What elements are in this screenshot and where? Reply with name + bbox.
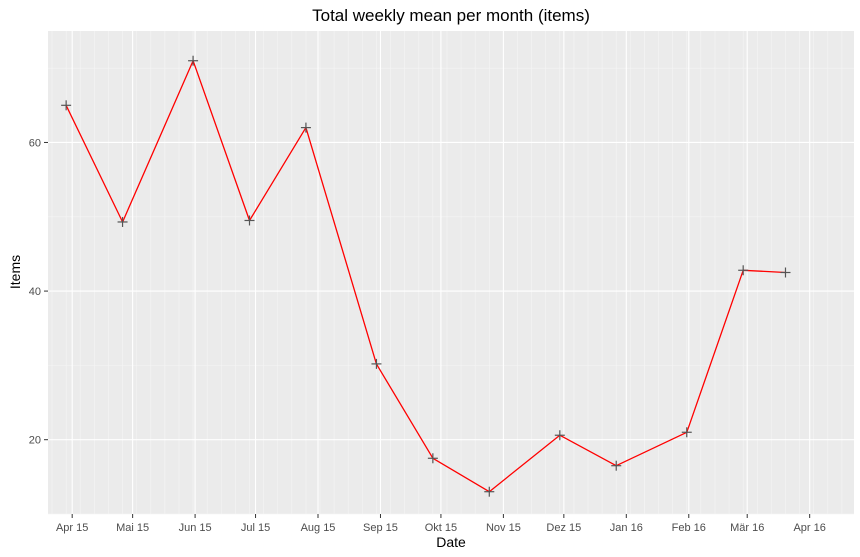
data-point-marker (484, 486, 495, 497)
data-point-marker (554, 430, 565, 441)
y-tick-label: 20 (29, 435, 41, 447)
series-layer (61, 55, 791, 497)
data-point-marker (371, 358, 382, 369)
x-tick-label: Mai 15 (116, 522, 149, 534)
y-tick-label: 40 (29, 286, 41, 298)
x-axis-title: Date (436, 534, 466, 550)
x-tick-label: Feb 16 (672, 522, 706, 534)
x-tick-label: Jun 15 (179, 522, 212, 534)
data-point-marker (427, 453, 438, 464)
data-point-marker (300, 122, 311, 133)
x-tick-label: Sep 15 (363, 522, 398, 534)
data-point-marker (61, 100, 72, 111)
x-tick-label: Jan 16 (610, 522, 643, 534)
x-tick-label: Jul 15 (241, 522, 270, 534)
data-point-marker (244, 215, 255, 226)
x-tick-label: Okt 15 (425, 522, 457, 534)
data-point-marker (117, 216, 128, 227)
y-axis: 20 40 60 (29, 137, 48, 447)
plot-panel (48, 31, 854, 514)
y-tick-label: 60 (29, 137, 41, 149)
data-point-marker (611, 460, 622, 471)
chart-title: Total weekly mean per month (items) (312, 6, 590, 25)
data-point-marker (681, 427, 692, 438)
data-point-marker (780, 267, 791, 278)
x-tick-label: Apr 16 (793, 522, 825, 534)
y-axis-title: Items (7, 255, 23, 289)
x-tick-label: Aug 15 (301, 522, 336, 534)
data-point-marker (738, 265, 749, 276)
major-gridlines (48, 31, 854, 514)
x-tick-label: Mär 16 (730, 522, 764, 534)
x-tick-label: Dez 15 (546, 522, 581, 534)
x-axis: Apr 15 Mai 15 Jun 15 Jul 15 Aug 15 Sep 15 Okt … (56, 514, 826, 534)
minor-gridlines (48, 31, 854, 515)
x-tick-label: Nov 15 (486, 522, 521, 534)
data-point-marker (188, 55, 199, 66)
x-tick-label: Apr 15 (56, 522, 88, 534)
